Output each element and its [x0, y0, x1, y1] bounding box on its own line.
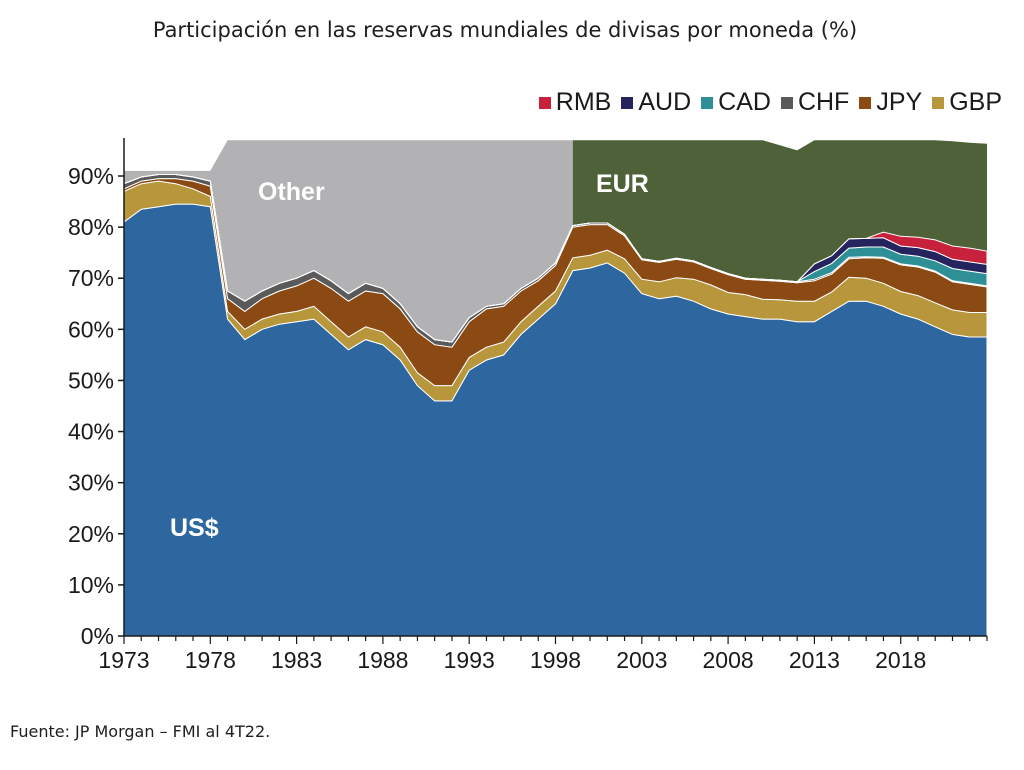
x-tick-label: 1978 — [185, 647, 236, 673]
legend-label: GBP — [949, 88, 1002, 116]
legend-label: JPY — [876, 88, 923, 116]
area-other — [124, 140, 573, 343]
legend-label: CAD — [718, 88, 771, 116]
area-eur — [572, 140, 987, 282]
legend-swatch — [859, 96, 872, 109]
source-note: Fuente: JP Morgan – FMI al 4T22. — [10, 722, 271, 741]
legend-label: AUD — [638, 88, 692, 116]
x-tick-label: 2018 — [875, 647, 926, 673]
y-tick-label: 50% — [68, 367, 114, 393]
region-label-other: Other — [258, 178, 325, 206]
x-tick-label: 1993 — [444, 647, 495, 673]
y-tick-label: 90% — [68, 163, 114, 189]
axes-layer: 0% 10% 20% 30% 40% 50% 60% 70% 80% 90% 1973 1978 198… — [68, 138, 988, 673]
legend-item-rmb: RMB — [538, 88, 612, 117]
area-rmb — [124, 174, 987, 343]
x-tick-label: 2013 — [789, 647, 840, 673]
x-tick-label: 1998 — [530, 647, 581, 673]
region-label-usd: US$ — [170, 514, 219, 542]
chart-legend: RMB AUD CAD CHF JPY GBP — [529, 88, 1002, 117]
legend-item-jpy: JPY — [859, 88, 922, 117]
y-tick-label: 20% — [68, 521, 114, 547]
y-tick-label: 80% — [68, 214, 114, 240]
x-tick-label: 1988 — [357, 647, 408, 673]
legend-item-aud: AUD — [621, 88, 691, 117]
legend-swatch — [621, 96, 634, 109]
legend-swatch — [780, 96, 793, 109]
region-labels: Other EUR US$ — [170, 170, 649, 542]
y-tick-label: 60% — [68, 316, 114, 342]
x-tick-label: 2008 — [703, 647, 754, 673]
legend-swatch — [538, 96, 551, 109]
areas-layer — [124, 140, 987, 636]
y-tick-label: 0% — [81, 623, 114, 649]
legend-label: CHF — [797, 88, 850, 116]
legend-swatch — [701, 96, 714, 109]
y-tick-label: 10% — [68, 572, 114, 598]
y-tick-label: 40% — [68, 419, 114, 445]
legend-label: RMB — [555, 88, 612, 116]
legend-swatch — [932, 96, 945, 109]
x-tick-label: 2003 — [616, 647, 667, 673]
y-tick-label: 70% — [68, 265, 114, 291]
legend-item-gbp: GBP — [932, 88, 1002, 117]
y-tick-label: 30% — [68, 470, 114, 496]
x-tick-label: 1983 — [271, 647, 322, 673]
region-label-eur: EUR — [596, 170, 649, 198]
x-tick-label: 1973 — [98, 647, 149, 673]
legend-item-chf: CHF — [780, 88, 850, 117]
legend-item-cad: CAD — [701, 88, 771, 117]
chart-title: Participación en las reservas mundiales … — [152, 18, 858, 42]
